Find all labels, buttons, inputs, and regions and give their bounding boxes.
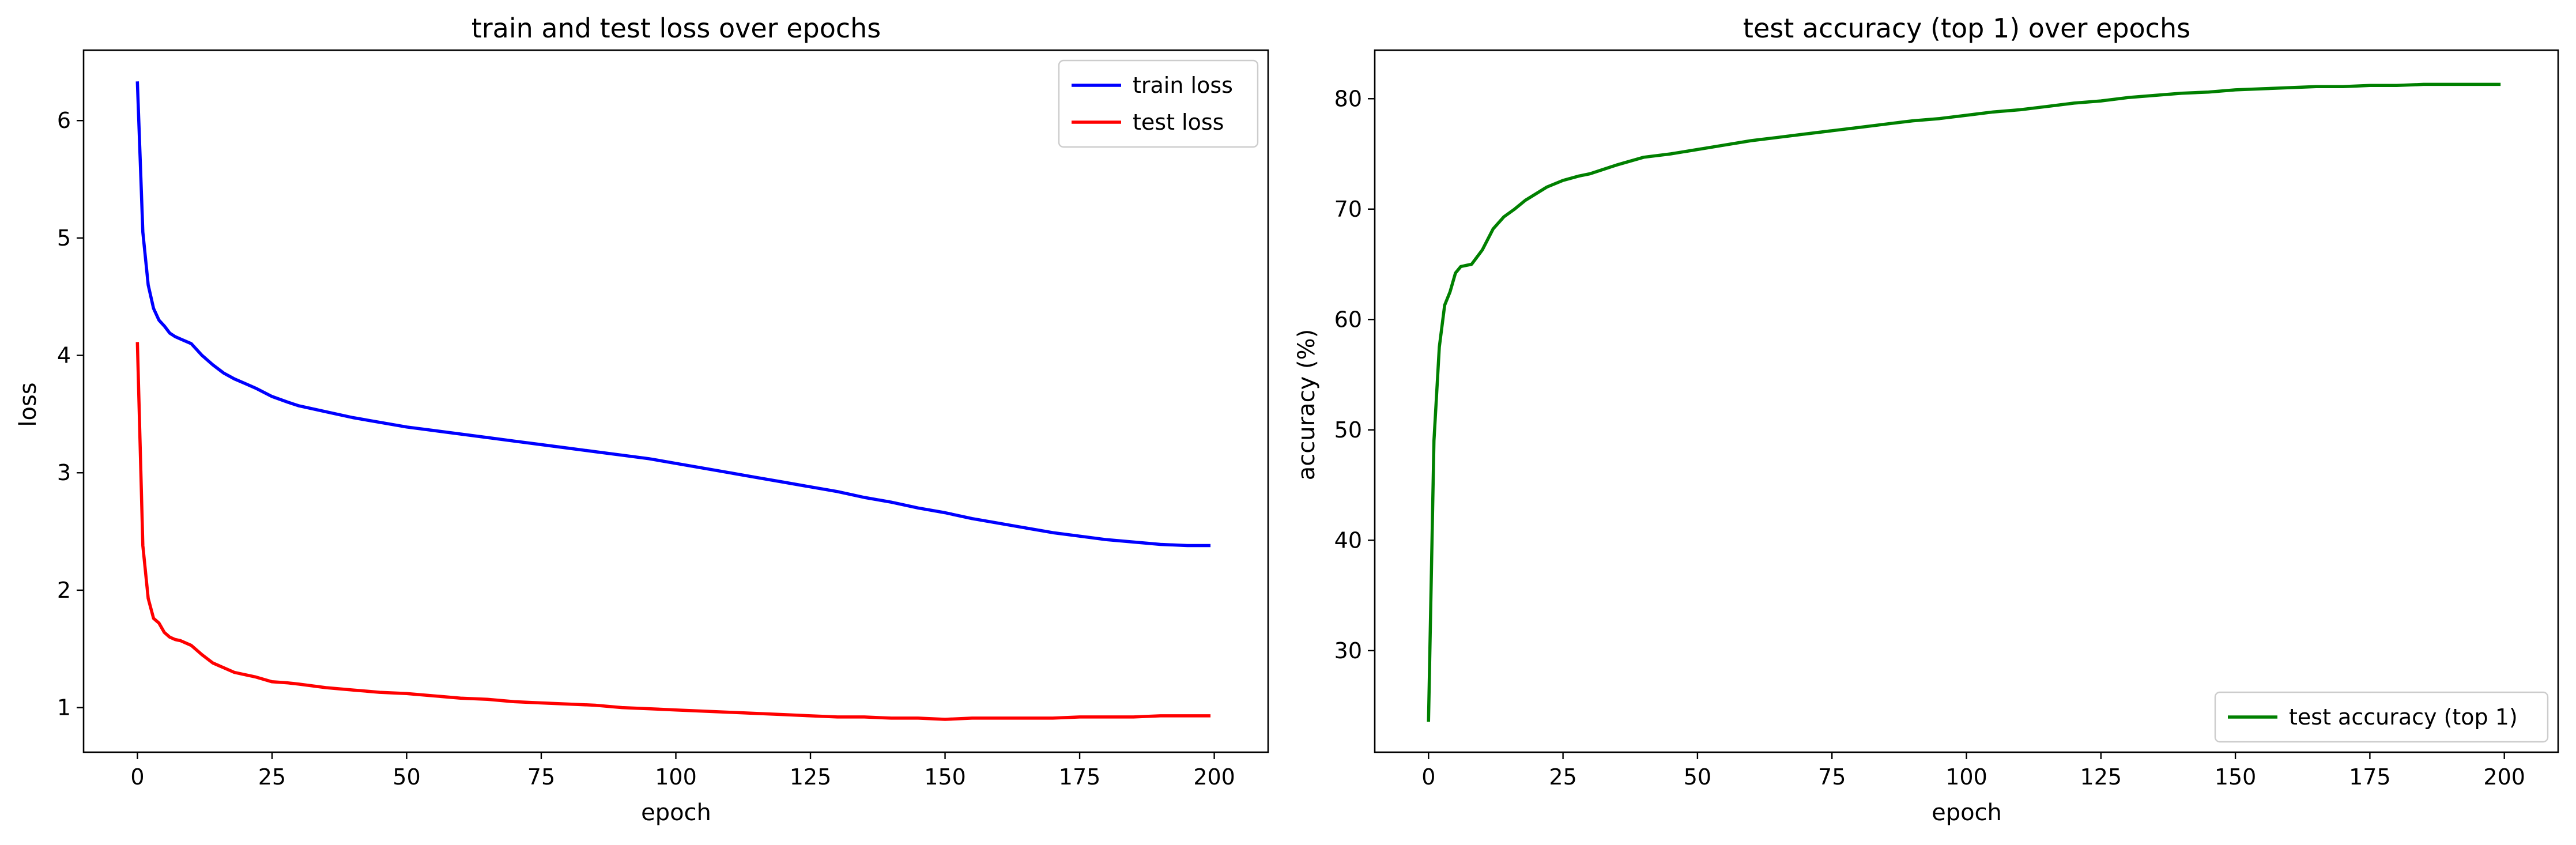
accuracy-chart-ylabel: accuracy (%) [1293, 329, 1320, 480]
y-tick-label-1-2: 50 [1334, 417, 1362, 443]
legend-label-0-1: test loss [1133, 110, 1224, 135]
x-tick-label-0-6: 150 [924, 764, 966, 790]
x-tick-label-1-5: 125 [2080, 764, 2122, 790]
x-tick-label-0-5: 125 [790, 764, 832, 790]
x-tick-label-0-2: 50 [393, 764, 420, 790]
axes-frame-1 [1374, 49, 2559, 753]
y-tick-label-1-3: 60 [1334, 307, 1362, 332]
loss-chart-xlabel: epoch [641, 799, 711, 826]
x-tick-label-1-7: 175 [2349, 764, 2391, 790]
y-tick-label-0-4: 5 [57, 225, 71, 251]
x-tick-label-0-7: 175 [1059, 764, 1101, 790]
x-tick-label-1-3: 75 [1818, 764, 1846, 790]
series-line-0-0 [135, 81, 1211, 548]
legend-0: train loss test loss [1058, 59, 1259, 148]
y-tick-label-1-0: 30 [1334, 638, 1362, 663]
axes-frame-0 [82, 49, 1269, 753]
legend-box-0 [1058, 59, 1259, 148]
x-tick-label-0-8: 200 [1193, 764, 1235, 790]
x-tick-label-0-1: 25 [258, 764, 286, 790]
x-tick-label-1-1: 25 [1549, 764, 1576, 790]
loss-chart-ylabel: loss [15, 382, 42, 427]
y-tick-label-1-5: 80 [1334, 86, 1362, 111]
y-tick-label-0-3: 4 [57, 343, 71, 368]
y-tick-label-1-1: 40 [1334, 527, 1362, 553]
y-tick-label-0-1: 2 [57, 578, 71, 603]
y-tick-label-0-0: 1 [57, 695, 71, 720]
x-tick-label-1-0: 0 [1421, 764, 1435, 790]
loss-chart-title: train and test loss over epochs [472, 13, 881, 44]
y-tick-label-1-4: 70 [1334, 197, 1362, 222]
legend-label-0-0: train loss [1133, 73, 1233, 98]
accuracy-chart-title: test accuracy (top 1) over epochs [1743, 13, 2190, 44]
x-tick-label-1-2: 50 [1684, 764, 1711, 790]
accuracy-chart-xlabel: epoch [1932, 799, 2002, 826]
x-tick-label-0-4: 100 [655, 764, 697, 790]
loss-chart-panel: train and test loss over epochs epoch lo… [15, 13, 1269, 826]
x-tick-label-1-8: 200 [2483, 764, 2525, 790]
accuracy-chart-panel: test accuracy (top 1) over epochs epoch … [1293, 13, 2559, 826]
legend-label-1-0: test accuracy (top 1) [2289, 704, 2518, 730]
x-tick-label-1-6: 150 [2215, 764, 2257, 790]
x-tick-label-1-4: 100 [1945, 764, 1987, 790]
y-tick-label-0-2: 3 [57, 460, 71, 485]
x-tick-label-0-0: 0 [130, 764, 144, 790]
series-line-1-0 [1427, 82, 2501, 722]
y-tick-label-0-5: 6 [57, 108, 71, 133]
series-line-0-1 [135, 342, 1211, 721]
x-tick-label-0-3: 75 [527, 764, 555, 790]
legend-box-1 [2214, 691, 2549, 743]
legend-1: test accuracy (top 1) [2214, 691, 2549, 743]
